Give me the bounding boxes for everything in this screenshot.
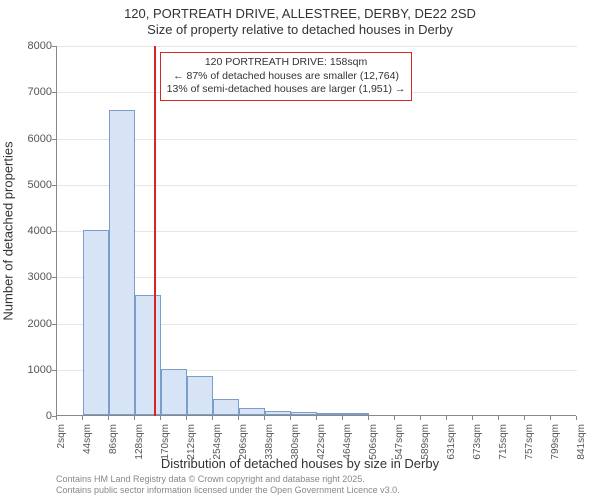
histogram-bar [265, 411, 291, 415]
x-axis-label: Distribution of detached houses by size … [0, 456, 600, 471]
y-tick-label: 8000 [8, 40, 52, 52]
plot-area: 120 PORTREATH DRIVE: 158sqm ← 87% of det… [56, 46, 576, 416]
histogram-bar [343, 413, 369, 415]
histogram-bar [109, 110, 135, 415]
x-tick-mark [186, 416, 187, 420]
x-tick-mark [160, 416, 161, 420]
x-tick-mark [498, 416, 499, 420]
histogram-bar [135, 295, 161, 415]
annotation-line2: ← 87% of detached houses are smaller (12… [167, 70, 406, 84]
histogram-bar [239, 408, 265, 415]
footer-line2: Contains public sector information licen… [56, 485, 400, 496]
y-tick-label: 6000 [8, 133, 52, 145]
y-tick-label: 7000 [8, 86, 52, 98]
y-tick-label: 5000 [8, 179, 52, 191]
y-tick-label: 0 [8, 410, 52, 422]
histogram-bar [187, 376, 213, 415]
x-tick-mark [264, 416, 265, 420]
x-tick-mark [472, 416, 473, 420]
x-tick-mark [576, 416, 577, 420]
footer-line1: Contains HM Land Registry data © Crown c… [56, 474, 400, 485]
x-tick-mark [550, 416, 551, 420]
histogram-bar [291, 412, 317, 415]
x-tick-mark [56, 416, 57, 420]
x-tick-mark [212, 416, 213, 420]
histogram-chart: 120, PORTREATH DRIVE, ALLESTREE, DERBY, … [0, 0, 600, 500]
x-tick-mark [290, 416, 291, 420]
x-tick-mark [368, 416, 369, 420]
x-tick-mark [108, 416, 109, 420]
grid-line [57, 185, 577, 186]
histogram-bar [161, 369, 187, 415]
y-tick-label: 2000 [8, 318, 52, 330]
chart-title-address: 120, PORTREATH DRIVE, ALLESTREE, DERBY, … [0, 6, 600, 21]
histogram-bar [317, 413, 343, 415]
marker-line [154, 46, 156, 416]
x-tick-mark [238, 416, 239, 420]
x-tick-mark [394, 416, 395, 420]
grid-line [57, 139, 577, 140]
annotation-line1: 120 PORTREATH DRIVE: 158sqm [167, 56, 406, 70]
y-tick-label: 3000 [8, 271, 52, 283]
chart-subtitle: Size of property relative to detached ho… [0, 22, 600, 37]
x-tick-mark [420, 416, 421, 420]
histogram-bar [83, 230, 109, 415]
x-tick-mark [342, 416, 343, 420]
grid-line [57, 231, 577, 232]
y-tick-label: 4000 [8, 225, 52, 237]
histogram-bar [213, 399, 239, 415]
x-tick-mark [446, 416, 447, 420]
annotation-box: 120 PORTREATH DRIVE: 158sqm ← 87% of det… [160, 52, 413, 101]
annotation-line3: 13% of semi-detached houses are larger (… [167, 83, 406, 97]
grid-line [57, 46, 577, 47]
x-tick-mark [82, 416, 83, 420]
x-tick-mark [134, 416, 135, 420]
grid-line [57, 277, 577, 278]
x-tick-mark [524, 416, 525, 420]
x-tick-mark [316, 416, 317, 420]
footer-attribution: Contains HM Land Registry data © Crown c… [56, 474, 400, 496]
y-tick-label: 1000 [8, 364, 52, 376]
